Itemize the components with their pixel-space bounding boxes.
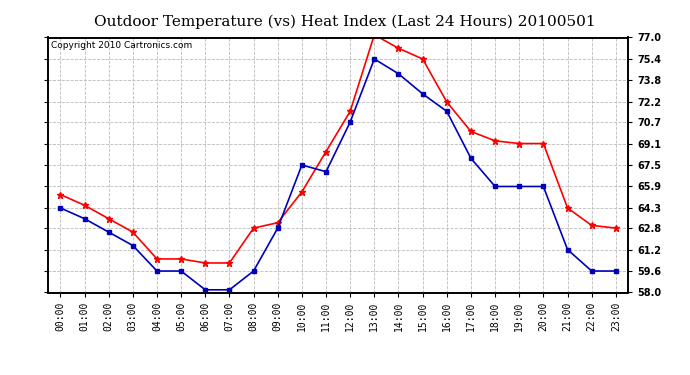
Text: Outdoor Temperature (vs) Heat Index (Last 24 Hours) 20100501: Outdoor Temperature (vs) Heat Index (Las… [95,15,595,29]
Text: Copyright 2010 Cartronics.com: Copyright 2010 Cartronics.com [51,41,193,50]
